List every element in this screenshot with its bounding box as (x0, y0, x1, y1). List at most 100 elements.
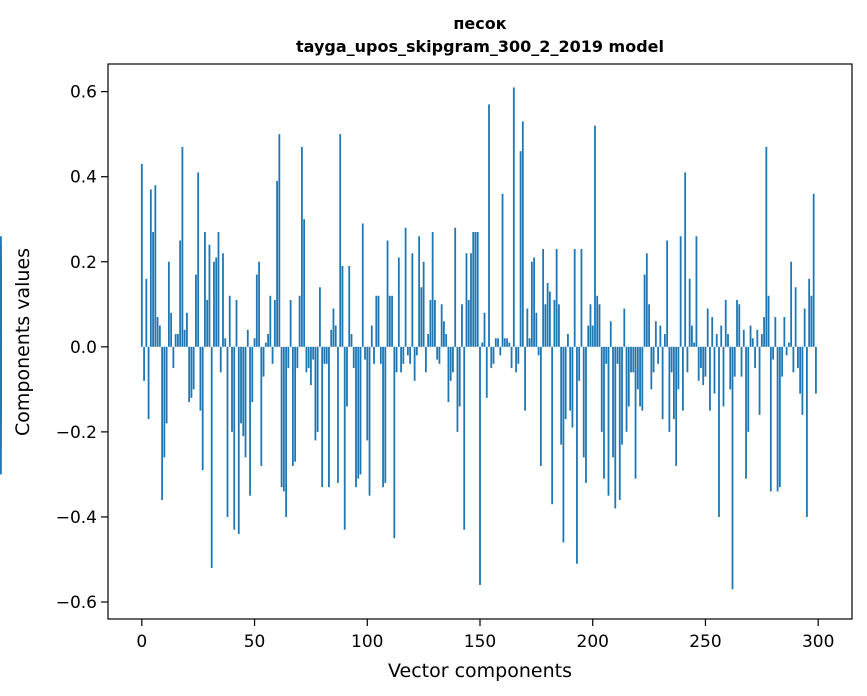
bar-118 (406, 346, 409, 356)
bar-123 (418, 236, 421, 347)
bar-124 (420, 287, 423, 347)
bar-204 (600, 346, 603, 432)
bar-205 (603, 346, 605, 479)
bar-223 (643, 274, 646, 347)
bar-80 (321, 346, 324, 488)
bar-117 (404, 227, 407, 347)
bar-240 (682, 346, 684, 411)
bar-94 (352, 346, 355, 369)
bar-157 (494, 338, 497, 347)
bar-28 (204, 231, 206, 347)
bar-37 (224, 338, 227, 347)
bar-171 (526, 308, 529, 347)
bar-135 (445, 334, 448, 347)
bar-126 (424, 346, 427, 373)
bar-173 (530, 261, 533, 347)
bar-65 (287, 346, 290, 369)
bar-144 (465, 253, 468, 347)
bar-undefined (0, 266, 2, 347)
bar-275 (760, 334, 763, 347)
bar-266 (740, 346, 743, 377)
bar-212 (618, 346, 621, 500)
bar-40 (231, 346, 233, 432)
bar-31 (210, 346, 213, 568)
bar-112 (393, 346, 396, 539)
bar-108 (384, 346, 387, 483)
bar-133 (440, 304, 443, 347)
bar-246 (695, 236, 698, 347)
bar-299 (815, 346, 817, 394)
bar-74 (307, 346, 310, 369)
bar-34 (217, 231, 220, 347)
bar-258 (722, 346, 725, 407)
bar-239 (679, 236, 682, 347)
bar-18 (181, 146, 184, 347)
bar-73 (305, 346, 308, 373)
bar-125 (422, 261, 425, 347)
bar-193 (576, 346, 578, 564)
bar-7 (156, 317, 159, 347)
bar-192 (573, 249, 576, 347)
bar-251 (706, 308, 709, 347)
bar-42 (235, 300, 238, 347)
bar-276 (763, 317, 765, 347)
bar-120 (411, 253, 414, 347)
bar-218 (632, 346, 635, 373)
bar-45 (242, 346, 245, 437)
bar-25 (197, 172, 200, 347)
bar-122 (415, 346, 418, 356)
bar-182 (551, 346, 554, 505)
bar-296 (808, 278, 811, 347)
bar-159 (499, 346, 502, 356)
bar-176 (537, 346, 540, 356)
bar-245 (693, 342, 696, 347)
bar-270 (749, 325, 752, 347)
bar-234 (668, 346, 671, 432)
bar-154 (488, 104, 490, 347)
bar-165 (512, 87, 515, 347)
bar-211 (616, 346, 619, 364)
bar-257 (720, 325, 723, 347)
bar-189 (567, 334, 569, 347)
bar-41 (233, 346, 236, 530)
y-axis-label: Components values (12, 248, 34, 436)
bar-175 (535, 312, 538, 347)
bar-78 (316, 346, 319, 432)
bar-105 (377, 295, 380, 347)
bar-281 (774, 317, 777, 347)
x-axis-ticks: 0 50 100 150 200 250 300 (136, 619, 834, 652)
bar-145 (467, 300, 470, 347)
bar-254 (713, 346, 716, 394)
bar-187 (562, 346, 565, 543)
bar-146 (470, 253, 472, 347)
bar-33 (215, 257, 218, 347)
bar-10 (163, 346, 166, 458)
bar-67 (291, 346, 294, 466)
y-tick-label: 0.2 (70, 253, 97, 273)
bar-6 (154, 185, 157, 347)
bar-91 (346, 346, 348, 407)
bar-96 (357, 346, 360, 479)
bar-2 (145, 278, 148, 347)
bar-196 (582, 346, 585, 458)
bar-213 (621, 346, 623, 445)
bar-229 (657, 346, 660, 364)
bar-208 (609, 321, 612, 347)
bar-48 (249, 346, 251, 496)
chart-subtitle: tayga_upos_skipgram_300_2_2019 model (296, 37, 664, 56)
bar-284 (781, 346, 784, 377)
x-tick-label: 200 (577, 632, 609, 652)
bar-9 (161, 346, 164, 500)
bar-77 (314, 346, 317, 441)
bar-119 (409, 346, 412, 364)
bar-162 (506, 338, 508, 347)
bar-248 (700, 346, 702, 369)
bar-30 (208, 244, 211, 347)
bar-183 (553, 300, 556, 347)
bar-82 (325, 346, 328, 364)
bar-11 (165, 346, 168, 424)
bar-57 (269, 295, 272, 347)
bar-168 (519, 151, 522, 347)
bar-1 (143, 346, 145, 381)
bars-group (0, 87, 817, 590)
